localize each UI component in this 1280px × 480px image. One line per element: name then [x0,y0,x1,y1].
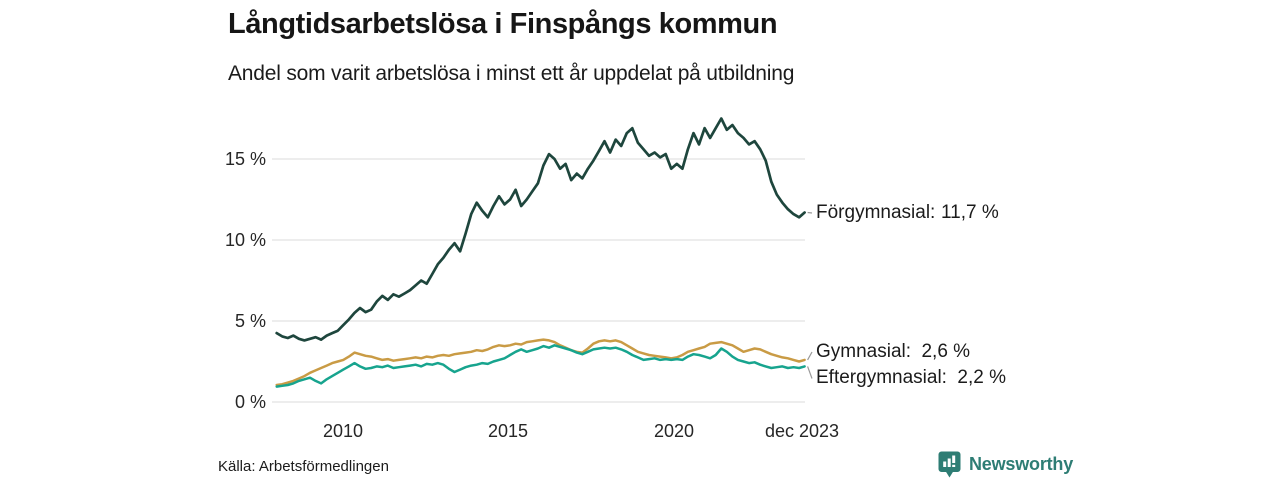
series-value: 2,6 % [921,341,971,362]
series-label-gymnasial: Gymnasial: 2,6 % [816,341,970,363]
brand: Newsworthy [938,451,1073,478]
series-line-gymnasial [275,338,806,387]
x-tick-2020: 2020 [653,421,695,441]
newsworthy-logo-icon [938,451,961,478]
chart-subtitle: Andel som varit arbetslösa i minst ett å… [228,62,795,85]
brand-name: Newsworthy [969,454,1074,474]
x-tick-2010: 2010 [322,421,364,441]
series-value: 11,7 % [941,202,999,223]
series-line-eftergymnasial [275,344,806,388]
y-tick-15: 15 % [224,149,266,169]
label-connector-eftergymnasial [807,366,813,379]
series-label-forgymnasial: Förgymnasial: 11,7 % [816,202,999,224]
series-name: Gymnasial: [816,341,912,362]
x-tick-dec-2023: dec 2023 [764,421,840,441]
series-name: Förgymnasial: [816,202,936,223]
y-tick-0: 0 % [234,392,266,412]
series-label-eftergymnasial: Eftergymnasial: 2,2 % [816,367,1006,389]
x-tick-2015: 2015 [487,421,529,441]
series-name: Eftergymnasial: [816,367,947,388]
source-note: Källa: Arbetsförmedlingen [218,458,389,475]
label-connector-gymnasial [807,351,813,361]
series-line-forgymnasial [275,117,806,342]
series-value: 2,2 % [957,367,1006,388]
y-tick-10: 10 % [224,230,266,250]
y-tick-5: 5 % [234,311,266,331]
chart-title: Långtidsarbetslösa i Finspångs kommun [228,8,778,40]
label-connector-forgymnasial [807,211,813,214]
